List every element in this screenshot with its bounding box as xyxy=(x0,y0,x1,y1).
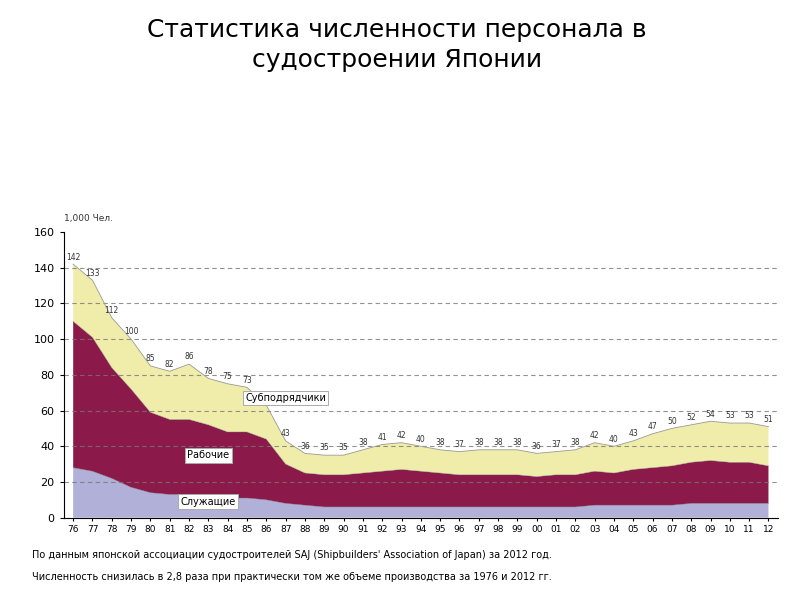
Text: 38: 38 xyxy=(493,438,503,447)
Text: 51: 51 xyxy=(764,415,773,424)
Text: 50: 50 xyxy=(667,416,676,426)
Text: 47: 47 xyxy=(648,422,657,431)
Text: 40: 40 xyxy=(416,434,426,444)
Text: Статистика численности персонала в
судостроении Японии: Статистика численности персонала в судос… xyxy=(147,18,647,71)
Text: 35: 35 xyxy=(339,443,349,452)
Text: 36: 36 xyxy=(532,441,542,451)
Text: 112: 112 xyxy=(105,306,119,315)
Text: По данным японской ассоциации судостроителей SAJ (Shipbuilders' Association of J: По данным японской ассоциации судостроит… xyxy=(32,550,552,560)
Text: 38: 38 xyxy=(513,438,522,447)
Text: 40: 40 xyxy=(609,434,619,444)
Text: 38: 38 xyxy=(571,438,580,447)
Text: 38: 38 xyxy=(358,438,368,447)
Text: 42: 42 xyxy=(397,431,407,440)
Text: 36: 36 xyxy=(300,441,310,451)
Text: 53: 53 xyxy=(744,411,754,420)
Text: Служащие: Служащие xyxy=(181,497,236,506)
Text: 133: 133 xyxy=(85,268,100,277)
Text: 63: 63 xyxy=(261,393,272,402)
Text: 54: 54 xyxy=(706,409,715,419)
Text: Рабочие: Рабочие xyxy=(187,450,229,460)
Text: 38: 38 xyxy=(474,438,484,447)
Text: 52: 52 xyxy=(686,413,696,422)
Text: 37: 37 xyxy=(551,440,561,449)
Text: 142: 142 xyxy=(66,252,80,262)
Text: Численность снизилась в 2,8 раза при практически том же объеме производства за 1: Численность снизилась в 2,8 раза при пра… xyxy=(32,572,552,583)
Text: 35: 35 xyxy=(319,443,330,452)
Text: 100: 100 xyxy=(124,327,138,337)
Text: 53: 53 xyxy=(725,411,734,420)
Text: 78: 78 xyxy=(203,367,213,376)
Text: 85: 85 xyxy=(145,354,156,363)
Text: 41: 41 xyxy=(377,433,387,441)
Text: Субподрядчики: Субподрядчики xyxy=(245,393,326,403)
Text: 75: 75 xyxy=(223,372,233,381)
Text: 1,000 Чел.: 1,000 Чел. xyxy=(64,214,113,223)
Text: 42: 42 xyxy=(590,431,599,440)
Text: 37: 37 xyxy=(455,440,464,449)
Text: 43: 43 xyxy=(281,429,291,438)
Text: 43: 43 xyxy=(628,429,638,438)
Text: 38: 38 xyxy=(435,438,445,447)
Text: 86: 86 xyxy=(184,352,194,361)
Text: 73: 73 xyxy=(242,375,252,385)
Text: 82: 82 xyxy=(165,359,175,368)
